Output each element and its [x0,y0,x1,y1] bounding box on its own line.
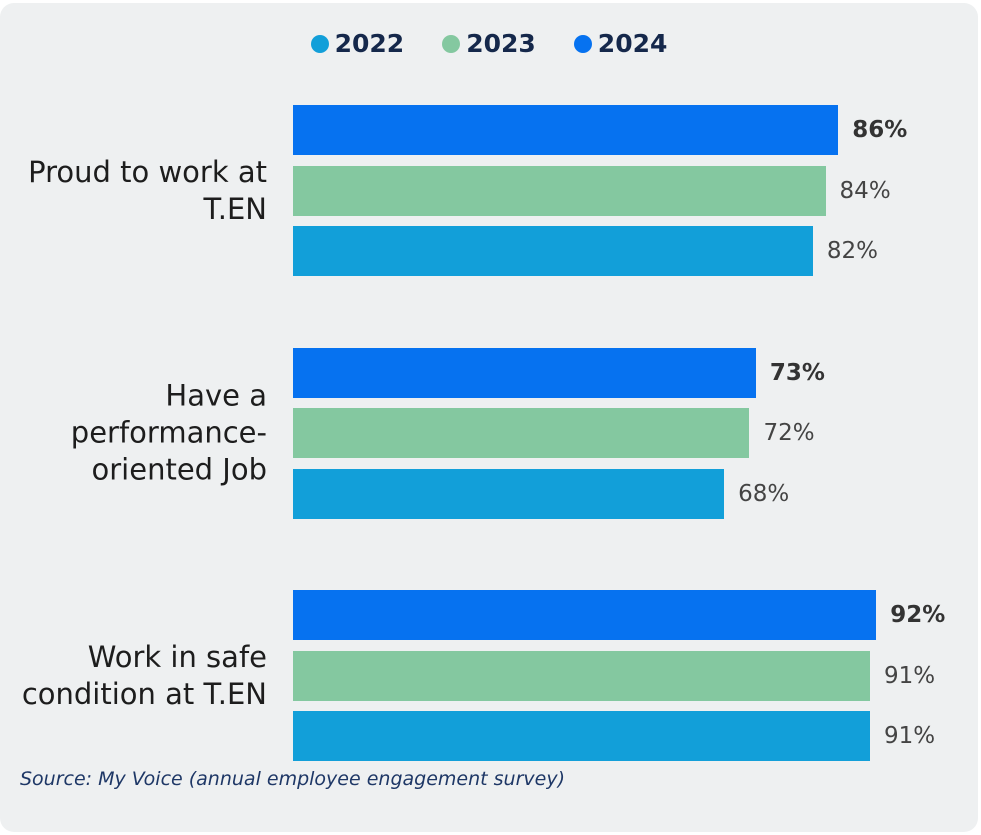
value-label: 82% [826,238,878,264]
value-label: 84% [839,177,891,204]
category-label: Proud to work at T.EN [28,154,267,226]
value-label: 73% [769,359,825,386]
legend-swatch [573,34,592,53]
bar [293,165,826,216]
legend-swatch [442,34,461,53]
value-label: 91% [883,662,936,689]
value-label: 86% [852,117,908,143]
bar [293,590,877,640]
bar [293,226,813,276]
legend-item: 2023 [442,29,536,58]
legend-item: 2024 [573,29,668,58]
legend-item: 2022 [310,29,405,58]
plot: Proud to work at T.EN 82% 84% 86% Have a per… [0,3,978,763]
bar [293,711,870,761]
value-label: 68% [738,480,790,507]
legend: 2022 2023 2024 [0,29,978,58]
value-label: 91% [883,723,936,749]
bar [293,105,839,155]
legend-swatch [310,34,329,53]
source-note: Source: My Voice (annual employee engage… [20,768,565,790]
category-label: Work in safe condition at T.EN [21,639,267,711]
category-label: Have a performance-oriented Job [70,378,267,487]
bar [293,347,756,398]
bar [293,408,750,458]
value-label: 72% [763,420,815,446]
bar [293,468,725,519]
value-label: 92% [890,602,946,628]
legend-label: 2023 [466,29,536,58]
legend-label: 2024 [597,29,668,58]
bar [293,650,870,701]
legend-label: 2022 [334,29,405,58]
chart-card: 2022 2023 2024 Proud to work at T.EN 82% 84%… [0,3,978,832]
